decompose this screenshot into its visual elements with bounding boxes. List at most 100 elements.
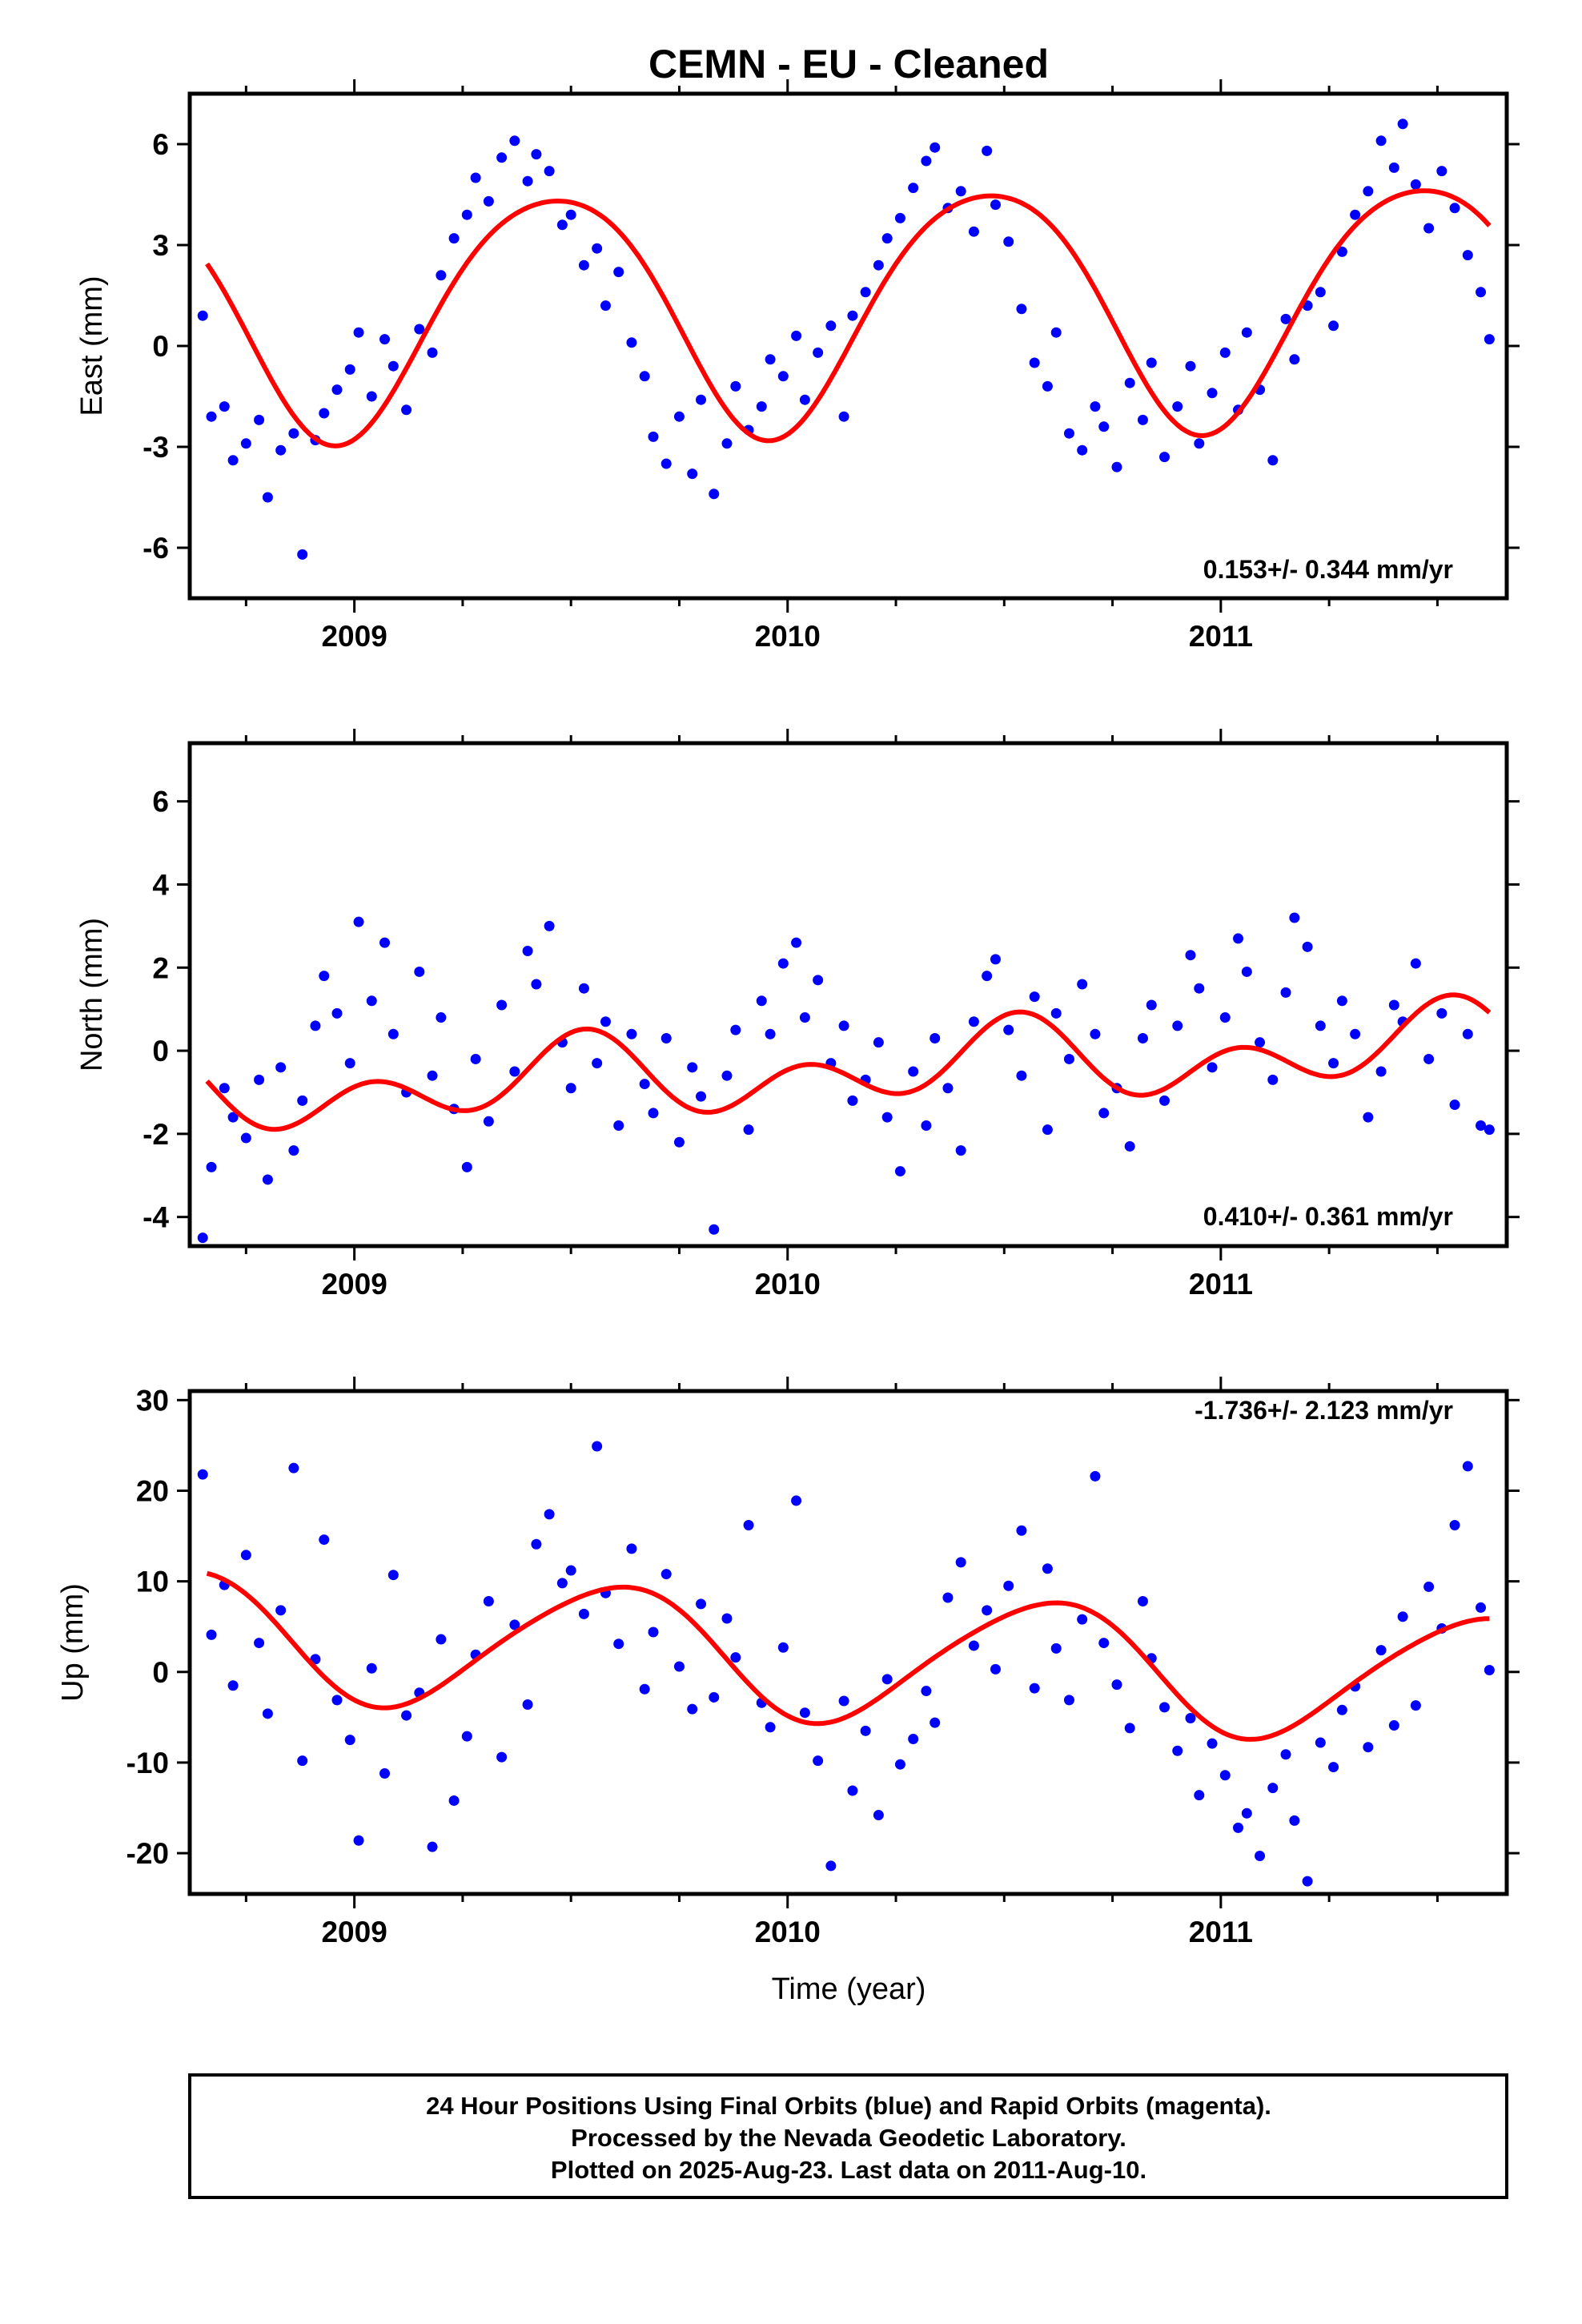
x-tick-label: 2010 [755,1268,821,1301]
data-point [219,401,230,412]
data-point [379,1768,391,1779]
data-point [968,226,979,237]
data-point [799,1707,810,1719]
data-point [1207,1738,1218,1749]
data-point [1090,1028,1101,1039]
data-point [1375,1645,1387,1656]
x-tick-label: 2009 [321,1268,387,1301]
data-point [565,1565,576,1576]
data-point [639,1683,650,1695]
data-point [743,1519,754,1530]
data-point [1172,1745,1183,1756]
data-point [240,1550,251,1561]
data-point [1003,1580,1014,1591]
data-point [696,1598,707,1610]
data-point [1328,1762,1339,1773]
data-point [881,1112,893,1123]
data-point [262,492,273,503]
data-point [319,971,330,982]
data-point [565,209,576,220]
data-point [1137,414,1148,425]
data-point [1194,438,1205,449]
data-point [387,1570,399,1581]
data-point [556,1578,568,1589]
data-point [1207,388,1218,399]
data-point [1423,1581,1435,1592]
data-point [687,1703,698,1715]
data-point [544,1509,555,1520]
x-tick-label: 2011 [1189,620,1253,653]
data-point [791,1495,802,1506]
data-point [448,233,460,244]
data-point [275,1062,287,1073]
figure-title: CEMN - EU - Cleaned [648,42,1049,86]
data-point [436,1634,447,1645]
data-point [1363,1112,1374,1123]
data-point [1462,1028,1473,1039]
data-point [414,324,425,335]
data-point [522,1699,533,1711]
data-point [1219,1012,1231,1023]
data-point [1050,327,1062,338]
data-point [288,1145,299,1156]
data-point [765,1028,776,1039]
data-point [1336,995,1347,1007]
data-point [921,1120,932,1131]
data-point [777,1642,789,1653]
data-point [1241,1807,1252,1819]
data-point [592,1058,603,1069]
data-point [1328,1058,1339,1069]
data-point [648,1626,659,1638]
data-point [1363,186,1374,197]
data-point [860,287,871,298]
data-point [297,1755,308,1767]
data-point [1350,209,1361,220]
data-point [1146,999,1157,1011]
data-point [860,1725,871,1736]
data-point [613,1120,624,1131]
data-point [1050,1642,1062,1654]
data-point [709,489,720,500]
data-point [813,975,824,986]
data-point [565,1083,576,1094]
data-point [1090,401,1101,412]
data-point [331,1695,343,1706]
data-point [1484,334,1495,345]
data-point [777,371,789,382]
data-point [1255,1037,1266,1048]
data-point [310,1020,321,1031]
data-point [894,1759,905,1770]
data-point [1267,455,1279,466]
data-point [600,1016,611,1027]
data-point [847,310,858,321]
data-point [219,1083,230,1094]
data-point [1185,360,1196,372]
data-point [483,195,494,207]
data-point [1050,1007,1062,1019]
data-point [1063,1053,1074,1064]
data-point [626,337,637,348]
data-point [206,1629,217,1640]
data-point [1098,1638,1110,1649]
data-point [427,1070,438,1081]
data-point [461,1731,472,1742]
data-point [626,1028,637,1039]
data-point [1255,1850,1266,1861]
data-point [1219,1770,1231,1781]
data-point [1207,1062,1218,1073]
y-tick-label: 0 [152,1656,169,1689]
data-point [1328,320,1339,332]
data-point [765,354,776,365]
data-point [1219,347,1231,358]
data-point [1194,1790,1205,1801]
data-point [1124,1723,1135,1734]
data-point [982,1605,993,1616]
y-tick-label: 0 [152,1035,169,1068]
data-point [921,1686,932,1697]
data-point [578,983,589,994]
data-point [847,1785,858,1796]
data-point [990,1663,1001,1675]
data-point [730,380,741,392]
data-point [825,1860,837,1872]
data-point [687,1062,698,1073]
